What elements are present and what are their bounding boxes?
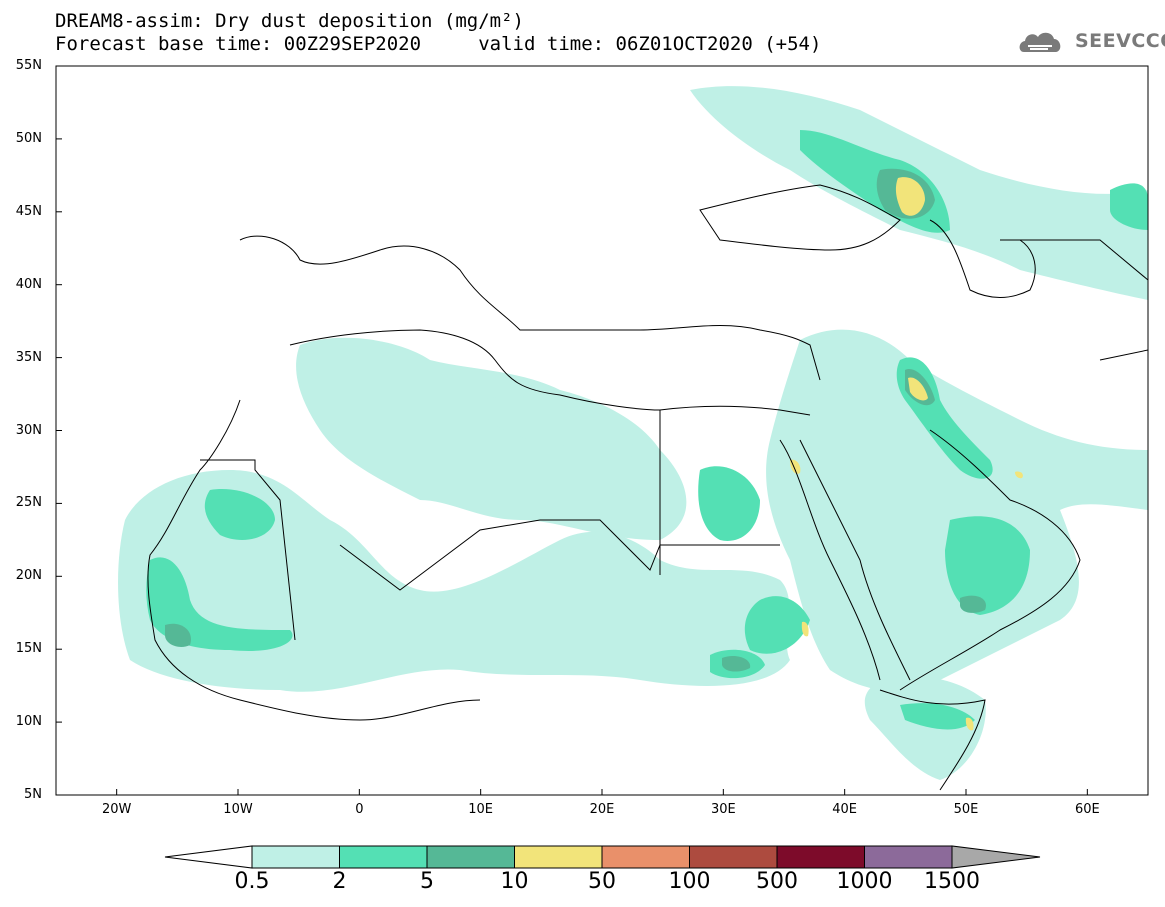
contour-iraq-yellow [908,377,928,401]
map-title: DREAM8-assim: Dry dust deposition (mg/m²… [55,10,524,32]
lat-tick-label: 10N [15,714,42,730]
contour-black-sea-yellow [895,177,925,216]
deposition-contours [118,86,1148,780]
lat-tick-label: 45N [15,203,42,219]
lon-tick-label: 40E [832,802,858,817]
colorbar-segment [689,845,778,869]
contour-egypt-green [698,466,760,541]
lat-tick-label: 55N [15,58,42,73]
contour-sahara-light [296,337,687,540]
coastline-horn [879,689,986,791]
colorbar-segment [514,845,603,869]
lat-tick-label: 30N [15,422,42,438]
colorbar-label: 100 [668,869,711,894]
contour-senegal-dark [165,623,191,647]
lat-tick-label: 5N [24,787,42,802]
contour-somalia-yellow [965,717,974,731]
contour-north-mediterranean-light [480,395,633,460]
colorbar-label: 50 [588,869,616,894]
lon-tick-label: 10E [468,802,494,817]
border-east-1 [1000,239,1148,281]
colorbar-label: 5 [420,869,434,894]
lat-tick-label: 20N [15,568,42,584]
colorbar-segment [339,845,428,869]
lon-tick-label: 20E [589,802,615,817]
lat-tick-label: 15N [15,641,42,657]
coastline-north-africa [289,329,811,416]
lon-tick-label: 30E [710,802,736,817]
lat-tick-label: 35N [15,349,42,365]
cloud-logo-icon [1019,32,1061,52]
lat-tick-label: 25N [15,495,42,511]
lat-tick-label: 40N [15,276,42,292]
coastline-arabia [899,429,1081,691]
colorbar-label: 10 [500,869,529,894]
colorbar-segment [426,845,515,869]
contour-somalia-green [900,703,975,730]
border-sahara-1 [200,459,296,641]
colorbar-label: 1000 [836,869,893,894]
colorbar-label: 2 [332,869,347,894]
contour-gulf-yellow [1015,471,1023,479]
border-sahara-2 [339,519,780,591]
lon-tick-label: 60E [1074,802,1100,817]
colorbar-segment [251,845,340,869]
colorbar-segment [601,845,690,869]
colorbar-label: 500 [756,869,798,894]
contour-arabia-dark [960,595,986,613]
colorbar-under-arrow [164,845,253,869]
contour-arabia-green [945,516,1030,615]
colorbar-label: 1500 [924,869,980,894]
contour-caspian-east-green [1110,183,1148,230]
border-east-2 [1099,349,1148,361]
contour-ethiopia-yellow [801,621,809,637]
map-subtitle: Forecast base time: 00Z29SEP2020 valid t… [55,33,822,55]
lon-tick-label: 10W [223,802,253,817]
coastlines-and-borders [147,184,1148,791]
lat-tick-label: 50N [15,130,42,146]
lon-tick-label: 50E [953,802,979,817]
contour-sudan-green [744,596,810,654]
contour-chad-dark [722,656,751,672]
contour-middle-east-light [766,329,1148,691]
border-caspian [929,219,1036,298]
contour-mauritania-green [204,489,275,540]
colorbar-segment [776,845,865,869]
colorbar-label: 0.5 [234,869,270,894]
coastline-west-africa [147,399,481,721]
logo-text: SEEVCCC [1075,30,1165,52]
lon-tick-label: 20W [101,802,132,817]
lon-tick-label: 0 [355,802,364,817]
colorbar-over-arrow [951,845,1041,869]
coastline-europe [239,235,821,381]
coastline-red-sea [779,439,911,681]
colorbar-segment [864,845,953,869]
contour-horn-light [864,676,986,780]
border-black-sea [699,184,901,251]
